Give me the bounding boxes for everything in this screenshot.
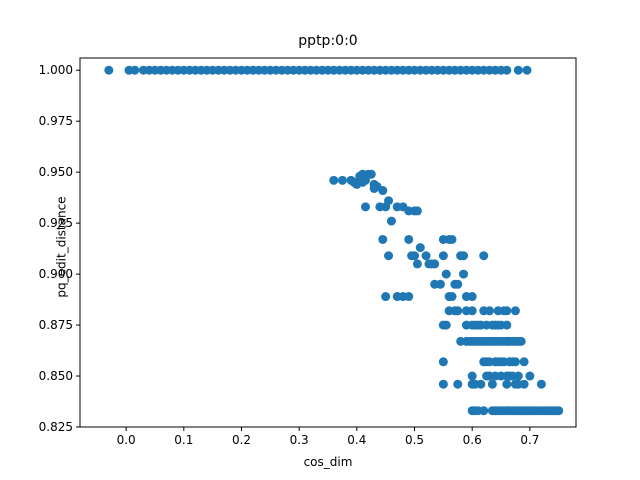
data-point xyxy=(513,65,523,75)
data-point xyxy=(421,251,431,261)
data-point xyxy=(502,65,512,75)
y-tick-label: 0.925 xyxy=(39,216,73,230)
y-tick-label: 0.900 xyxy=(39,267,73,281)
data-point xyxy=(453,379,463,389)
data-point xyxy=(381,292,391,302)
y-tick-label: 0.825 xyxy=(39,420,73,434)
data-point xyxy=(536,379,546,389)
data-point xyxy=(329,175,339,185)
y-tick-label: 0.850 xyxy=(39,369,73,383)
data-point xyxy=(378,234,388,244)
data-point xyxy=(522,65,532,75)
y-tick-label: 0.950 xyxy=(39,165,73,179)
data-point xyxy=(104,65,114,75)
data-point xyxy=(502,306,512,316)
y-tick-label: 0.875 xyxy=(39,318,73,332)
x-tick-label: 0.4 xyxy=(347,433,366,447)
data-point xyxy=(476,379,486,389)
data-point xyxy=(459,251,469,261)
data-point xyxy=(404,234,414,244)
data-point xyxy=(479,406,489,416)
data-point xyxy=(467,306,477,316)
data-point xyxy=(369,183,379,193)
x-tick-label: 0.5 xyxy=(405,433,424,447)
data-point xyxy=(384,251,394,261)
data-point xyxy=(412,259,422,269)
x-tick-label: 0.0 xyxy=(117,433,136,447)
data-point xyxy=(378,186,388,196)
data-point xyxy=(438,379,448,389)
data-point xyxy=(360,202,370,212)
data-point xyxy=(337,175,347,185)
data-point xyxy=(479,251,489,261)
data-point xyxy=(484,306,494,316)
data-point xyxy=(502,320,512,330)
data-point xyxy=(384,196,394,206)
data-point xyxy=(510,357,520,367)
data-point xyxy=(412,206,422,216)
data-point xyxy=(510,306,520,316)
data-point xyxy=(438,251,448,261)
y-axis-ticks: 0.825 0.850 0.875 0.900 0.925 0.950 0.975 1.000 xyxy=(39,63,80,434)
x-axis-label: cos_dim xyxy=(303,455,353,469)
data-point xyxy=(453,279,463,289)
x-axis-ticks: 0.0 0.1 0.2 0.3 0.4 0.5 0.6 0.7 xyxy=(117,427,539,447)
data-point xyxy=(375,202,385,212)
data-point xyxy=(410,251,420,261)
data-point xyxy=(487,379,497,389)
chart-title: pptp:0:0 xyxy=(298,33,358,49)
data-point xyxy=(430,279,440,289)
y-tick-label: 0.975 xyxy=(39,114,73,128)
data-point xyxy=(554,406,564,416)
data-point xyxy=(519,379,529,389)
data-point xyxy=(366,169,376,179)
data-point xyxy=(453,306,463,316)
data-point xyxy=(467,371,477,381)
data-point xyxy=(513,371,523,381)
data-point xyxy=(441,320,451,330)
x-tick-label: 0.1 xyxy=(174,433,193,447)
y-axis-label: pq_edit_distance xyxy=(54,196,69,298)
y-tick-label: 1.000 xyxy=(39,63,73,77)
data-point xyxy=(404,292,414,302)
data-point xyxy=(386,216,396,226)
data-point xyxy=(441,269,451,279)
data-point xyxy=(447,234,457,244)
data-point xyxy=(130,65,140,75)
data-point xyxy=(525,371,535,381)
x-tick-label: 0.2 xyxy=(232,433,251,447)
data-point xyxy=(467,292,477,302)
data-point xyxy=(447,292,457,302)
data-point xyxy=(459,269,469,279)
data-point xyxy=(430,259,440,269)
data-point xyxy=(502,379,512,389)
data-point xyxy=(438,357,448,367)
x-tick-label: 0.3 xyxy=(290,433,309,447)
data-point xyxy=(415,243,425,253)
x-tick-label: 0.7 xyxy=(520,433,539,447)
data-point xyxy=(358,177,368,187)
x-tick-label: 0.6 xyxy=(463,433,482,447)
plot-frame xyxy=(79,57,577,428)
scatter-points xyxy=(104,65,564,416)
data-point xyxy=(516,336,526,346)
data-point xyxy=(519,357,529,367)
